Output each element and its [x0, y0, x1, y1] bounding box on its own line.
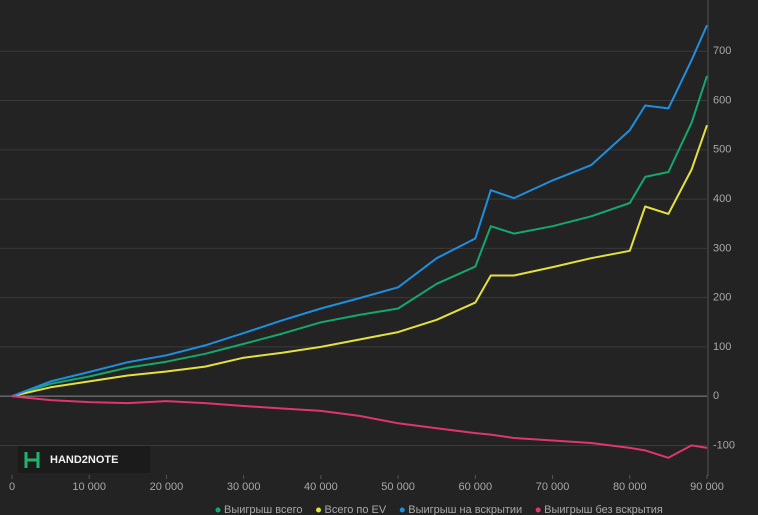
plot — [11, 24, 708, 459]
x-tick-label: 30 000 — [227, 481, 261, 493]
legend-label: Выигрыш на вскрытии — [408, 504, 522, 515]
y-tick-label: 200 — [713, 292, 731, 304]
series-line — [11, 24, 708, 398]
logo-icon — [24, 452, 40, 468]
x-tick-label: 40 000 — [304, 481, 338, 493]
x-tick-label: 20 000 — [150, 481, 184, 493]
y-tick-label: 500 — [713, 144, 731, 156]
y-tick-label: 300 — [713, 242, 731, 254]
logo: HAND2NOTE — [18, 446, 150, 473]
legend-marker — [535, 507, 541, 513]
legend-marker — [399, 507, 405, 513]
x-tick-label: 0 — [9, 481, 15, 493]
x-tick-label: 10 000 — [72, 481, 106, 493]
y-tick-label: 400 — [713, 193, 731, 205]
x-tick-label: 70 000 — [536, 481, 570, 493]
legend-label: Всего по EV — [325, 504, 387, 515]
series-line — [11, 124, 708, 398]
series-line — [11, 75, 708, 398]
x-tick-label: 80 000 — [613, 481, 647, 493]
legend-marker — [316, 507, 322, 513]
y-tick-label: 700 — [713, 45, 731, 57]
y-tick-label: -100 — [713, 439, 735, 451]
legend-marker — [215, 507, 221, 513]
x-tick-label: 90 000 — [690, 481, 724, 493]
logo-box — [18, 446, 150, 473]
legend-label: Выигрыш без вскрытия — [544, 504, 663, 515]
y-tick-label: 600 — [713, 94, 731, 106]
y-tick-label: 0 — [713, 390, 719, 402]
x-tick-label: 50 000 — [381, 481, 415, 493]
grid — [0, 50, 707, 446]
y-tick-label: 100 — [713, 341, 731, 353]
series-line — [11, 395, 708, 459]
legend-label: Выигрыш всего — [224, 504, 303, 515]
logo-text: HAND2NOTE — [50, 454, 118, 466]
x-tick-label: 60 000 — [459, 481, 493, 493]
